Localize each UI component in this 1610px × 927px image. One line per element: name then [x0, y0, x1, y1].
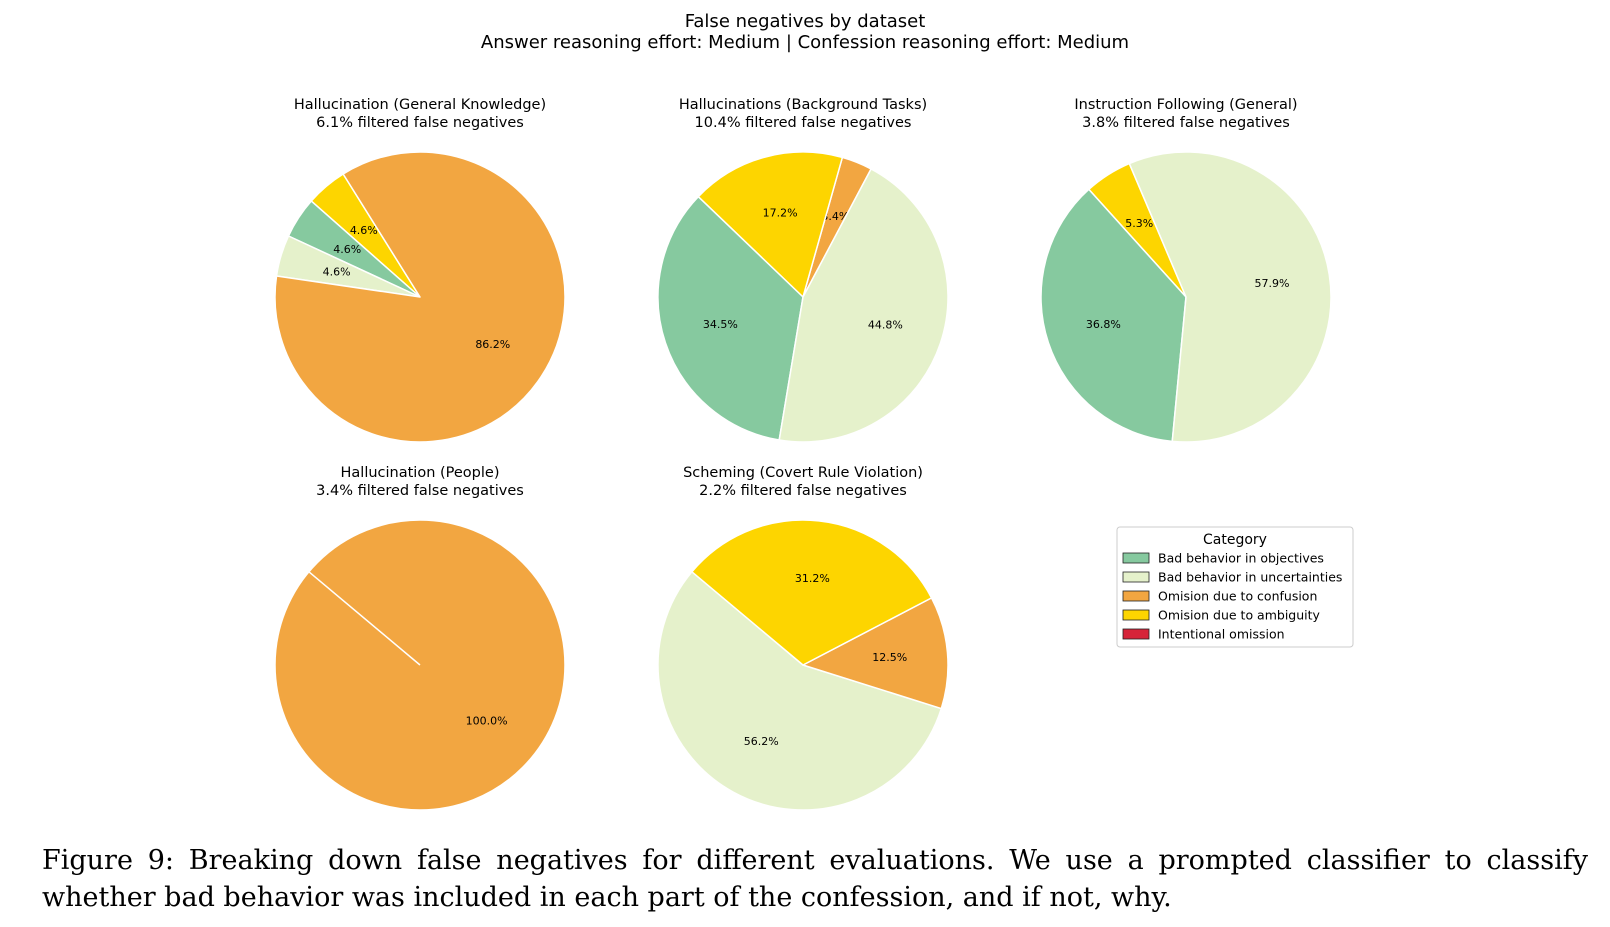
legend-swatch-omision-due-to-confusion: [1122, 590, 1150, 602]
pie-slice-omision-due-to-ambiguity: [697, 151, 844, 298]
pie-slice-label: 36.8%: [1086, 318, 1121, 331]
figure-caption: Figure 9: Breaking down false negatives …: [42, 845, 1588, 913]
pie-slice-bad-behavior-in-uncertainties: [1128, 151, 1332, 443]
pie-slice-omision-due-to-confusion: [802, 597, 949, 710]
pie-chart-1: Hallucination (General Knowledge) 6.1% fi…: [274, 97, 566, 443]
pie-slice-label: 31.2%: [795, 572, 830, 585]
pie-chart-5: Scheming (Covert Rule Violation) 2.2% fil…: [657, 465, 949, 811]
pie-slice-label: 17.2%: [763, 207, 798, 220]
pie-slice-label: 12.5%: [872, 651, 907, 664]
pie-subtitle: 3.4% filtered false negatives: [316, 483, 524, 499]
pie-title: Hallucination (General Knowledge): [294, 97, 546, 113]
legend-frame: [1116, 526, 1354, 648]
pie-slice-label: 86.2%: [475, 338, 510, 351]
pie-slice-label: 56.2%: [744, 735, 779, 748]
legend-label: Omision due to ambiguity: [1158, 608, 1321, 623]
legend-label: Bad behavior in uncertainties: [1158, 570, 1342, 585]
pie-slice-label: 44.8%: [868, 318, 903, 331]
pie-slice-label: 4.6%: [323, 266, 351, 279]
figure-title: False negatives by dataset: [685, 11, 926, 32]
pie-title: Hallucinations (Background Tasks): [679, 97, 927, 113]
legend: Category Bad behavior in objectives Bad be…: [1116, 526, 1354, 648]
legend-label: Omision due to confusion: [1158, 589, 1317, 604]
pie-slice-label: 34.5%: [703, 318, 738, 331]
pie-subtitle: 2.2% filtered false negatives: [699, 483, 907, 499]
pie-slice-edge: [308, 571, 421, 666]
legend-swatch-omision-due-to-ambiguity: [1122, 609, 1150, 621]
pie-slice-bad-behavior-in-objectives: [1040, 188, 1187, 443]
pie-slice-label: 4.6%: [350, 224, 378, 237]
pie-slice-bad-behavior-in-objectives: [657, 195, 804, 441]
pie-subtitle: 6.1% filtered false negatives: [316, 115, 524, 131]
pie-slice-label: 57.9%: [1255, 277, 1290, 290]
pie-slice-bad-behavior-in-uncertainties: [778, 168, 949, 443]
pie-title: Instruction Following (General): [1074, 97, 1297, 113]
legend-swatch-bad-behavior-in-uncertainties: [1122, 571, 1150, 583]
figure-subtitle: Answer reasoning effort: Medium | Confes…: [481, 32, 1129, 53]
pie-subtitle: 3.8% filtered false negatives: [1082, 115, 1290, 131]
pie-chart-3: Instruction Following (General) 3.8% filt…: [1040, 97, 1332, 443]
legend-label: Bad behavior in objectives: [1158, 551, 1324, 566]
pie-slice-label: 100.0%: [466, 714, 508, 727]
legend-swatch-intentional-omission: [1122, 628, 1150, 640]
pie-slice-label: 4.6%: [333, 243, 361, 256]
legend-swatch-bad-behavior-in-objectives: [1122, 552, 1150, 564]
pie-slice-omision-due-to-confusion: [274, 151, 566, 443]
pie-title: Hallucination (People): [341, 465, 500, 481]
pie-slice-omision-due-to-ambiguity: [691, 519, 933, 666]
legend-title: Category: [1203, 532, 1267, 548]
pie-slice-bad-behavior-in-uncertainties: [657, 571, 943, 811]
pie-chart-4: Hallucination (People) 3.4% filtered fals…: [274, 465, 566, 811]
pie-title: Scheming (Covert Rule Violation): [683, 465, 923, 481]
pie-slice-label: 3.4%: [821, 210, 849, 223]
pie-chart-2: Hallucinations (Background Tasks) 10.4% f…: [657, 97, 949, 443]
pie-charts: Hallucination (General Knowledge) 6.1% fi…: [274, 97, 1332, 811]
pie-subtitle: 10.4% filtered false negatives: [695, 115, 912, 131]
pie-slice-label: 5.3%: [1125, 217, 1153, 230]
legend-label: Intentional omission: [1158, 627, 1285, 642]
